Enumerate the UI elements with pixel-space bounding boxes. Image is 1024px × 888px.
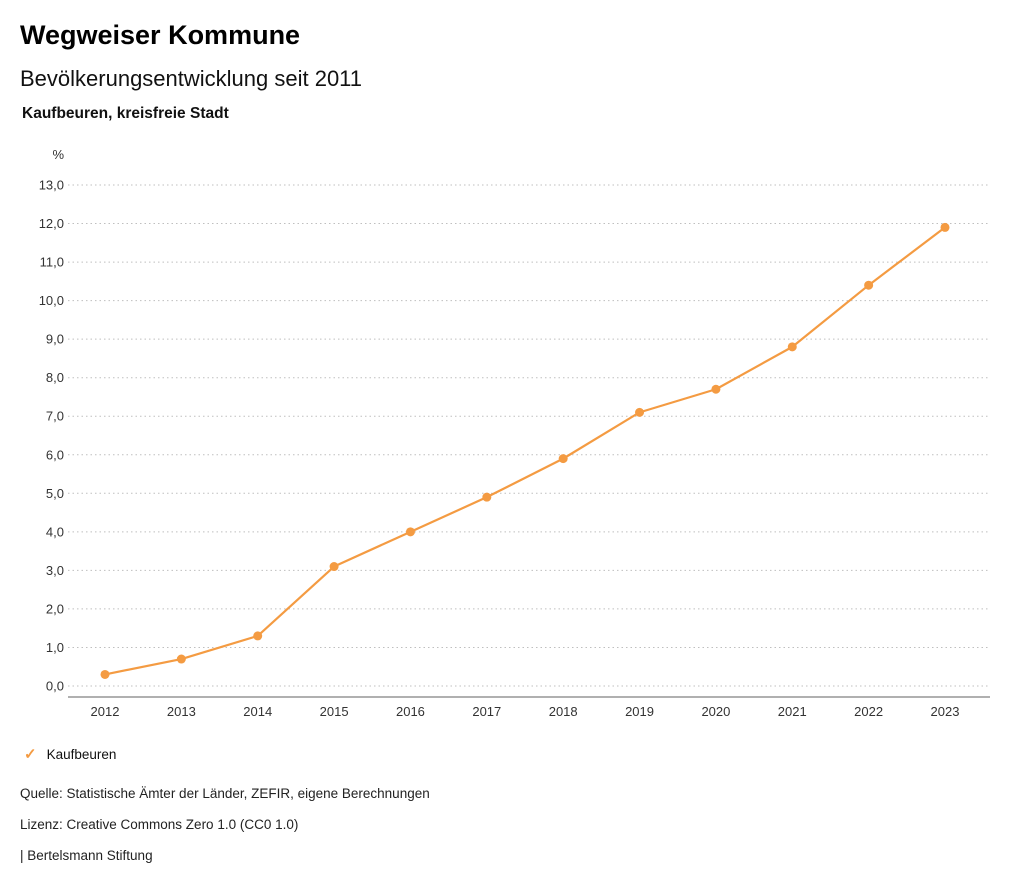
y-axis-unit-label: % [52, 147, 64, 162]
data-point[interactable] [787, 342, 797, 352]
y-tick-label: 12,0 [39, 216, 64, 231]
x-tick-label: 2022 [854, 704, 883, 719]
license-text: Lizenz: Creative Commons Zero 1.0 (CC0 1… [20, 817, 299, 832]
x-tick-label: 2012 [91, 704, 120, 719]
data-point[interactable] [558, 454, 568, 464]
y-tick-label: 7,0 [46, 409, 64, 424]
y-tick-label: 6,0 [46, 447, 64, 462]
y-tick-label: 4,0 [46, 524, 64, 539]
x-tick-label: 2018 [549, 704, 578, 719]
x-tick-label: 2015 [320, 704, 349, 719]
y-tick-label: 8,0 [46, 370, 64, 385]
data-point[interactable] [482, 492, 492, 502]
data-point[interactable] [635, 407, 645, 417]
y-tick-label: 13,0 [39, 178, 64, 193]
y-tick-label: 1,0 [46, 640, 64, 655]
x-tick-label: 2020 [701, 704, 730, 719]
x-tick-label: 2023 [931, 704, 960, 719]
x-tick-label: 2013 [167, 704, 196, 719]
y-tick-label: 11,0 [40, 255, 64, 270]
data-point[interactable] [405, 527, 415, 537]
source-text: Quelle: Statistische Ämter der Länder, Z… [20, 786, 430, 801]
chart-canvas: % 0,0 1,0 2,0 3,0 4,0 5,0 6,0 7,0 8,0 9,0 10,0 11,0 1… [39, 147, 990, 719]
y-tick-label: 5,0 [46, 486, 64, 501]
data-point[interactable] [864, 280, 874, 290]
chart-title: Bevölkerungsentwicklung seit 2011 [20, 66, 363, 91]
chart-subtitle: Kaufbeuren, kreisfreie Stadt [22, 105, 229, 122]
data-point[interactable] [176, 654, 186, 664]
y-tick-label: 2,0 [46, 601, 64, 616]
y-tick-label: 0,0 [46, 679, 64, 694]
attribution-text: | Bertelsmann Stiftung [20, 848, 153, 863]
y-tick-label: 3,0 [46, 563, 64, 578]
brand-title: Wegweiser Kommune [20, 20, 301, 50]
x-tick-label: 2017 [472, 704, 501, 719]
x-tick-label: 2021 [778, 704, 807, 719]
data-point[interactable] [253, 631, 263, 641]
data-point[interactable] [940, 222, 950, 232]
data-point[interactable] [329, 562, 339, 572]
legend-label: Kaufbeuren [46, 746, 117, 762]
x-tick-label: 2014 [243, 704, 272, 719]
legend-item-kaufbeuren[interactable]: ✓ Kaufbeuren [24, 745, 116, 763]
x-tick-label: 2016 [396, 704, 425, 719]
legend-check-icon: ✓ [24, 746, 37, 763]
data-point[interactable] [100, 669, 110, 679]
x-tick-label: 2019 [625, 704, 654, 719]
data-point[interactable] [711, 384, 721, 394]
line-chart: % 0,0 1,0 2,0 3,0 4,0 5,0 6,0 7,0 8,0 9,0 10,0 11,0 1… [0, 145, 1024, 735]
series-line [103, 226, 947, 676]
y-tick-label: 10,0 [39, 293, 64, 308]
y-tick-label: 9,0 [46, 332, 64, 347]
